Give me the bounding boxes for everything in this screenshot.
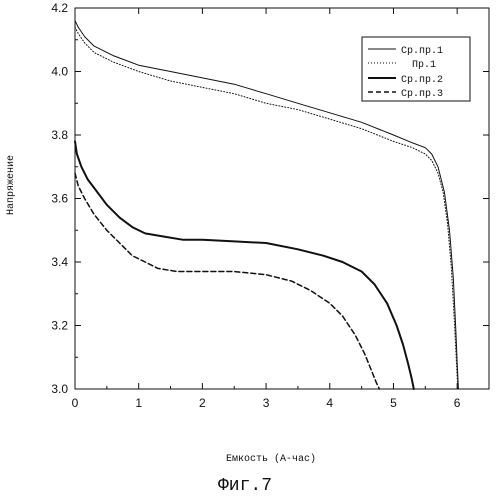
y-axis-title: Напряжение — [6, 155, 17, 215]
x-tick-label: 5 — [390, 396, 397, 410]
x-tick-label: 0 — [72, 396, 79, 410]
x-tick-label: 2 — [199, 396, 206, 410]
y-tick-label: 3.4 — [51, 255, 68, 269]
y-tick-label: 3.0 — [51, 382, 68, 396]
legend: Ср.пр.1 Пр.1 Ср.пр.2 Ср.пр.3 — [362, 37, 470, 101]
x-tick-label: 3 — [263, 396, 270, 410]
legend-label-series-1: Ср.пр.1 — [401, 46, 443, 57]
legend-label-series-4: Ср.пр.3 — [401, 89, 443, 100]
x-axis-title: Емкость (А-час) — [226, 453, 316, 465]
figure-caption: Фиг.7 — [218, 476, 272, 496]
y-tick-label: 4.0 — [51, 65, 68, 79]
x-tick-label: 4 — [326, 396, 333, 410]
y-tick-label: 3.8 — [51, 128, 68, 142]
legend-label-series-2: Пр.1 — [412, 60, 436, 71]
legend-label-series-3: Ср.пр.2 — [401, 75, 443, 86]
y-tick-label: 3.2 — [51, 319, 68, 333]
x-tick-label: 1 — [135, 396, 142, 410]
y-tick-label: 3.6 — [51, 192, 68, 206]
y-tick-label: 4.2 — [51, 1, 68, 15]
x-tick-label: 6 — [454, 396, 461, 410]
